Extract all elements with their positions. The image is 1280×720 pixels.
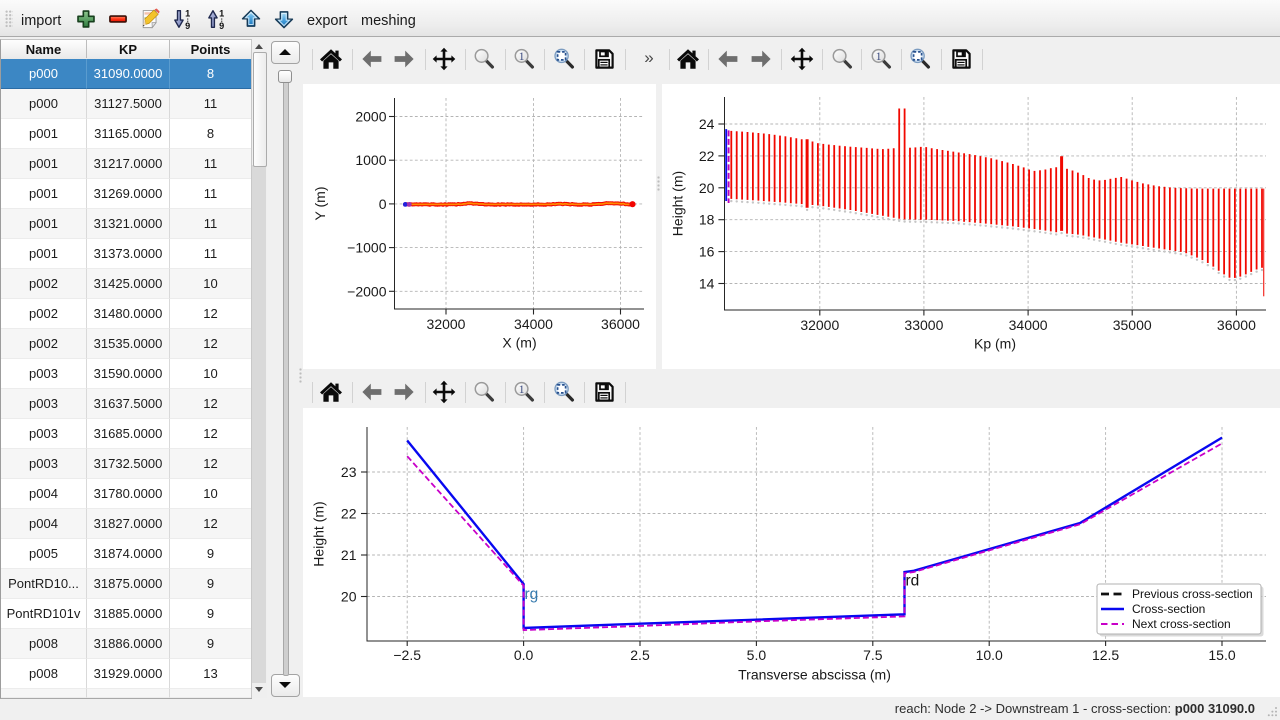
svg-text:32000: 32000 xyxy=(800,317,839,333)
svg-text:Y (m): Y (m) xyxy=(312,187,328,221)
svg-text:Kp (m): Kp (m) xyxy=(974,336,1016,352)
svg-text:35000: 35000 xyxy=(1113,317,1152,333)
svg-text:Height (m): Height (m) xyxy=(670,171,686,236)
svg-text:22: 22 xyxy=(699,148,715,164)
svg-text:Transverse abscissa (m): Transverse abscissa (m) xyxy=(738,667,891,683)
svg-text:33000: 33000 xyxy=(904,317,943,333)
svg-text:22: 22 xyxy=(341,506,357,522)
svg-text:Cross-section: Cross-section xyxy=(1132,602,1205,616)
svg-text:10.0: 10.0 xyxy=(976,647,1003,663)
svg-text:−2.5: −2.5 xyxy=(393,647,421,663)
svg-text:14: 14 xyxy=(699,276,715,292)
svg-text:rd: rd xyxy=(906,573,920,590)
svg-text:12.5: 12.5 xyxy=(1092,647,1119,663)
svg-text:18: 18 xyxy=(699,212,715,228)
svg-text:0.0: 0.0 xyxy=(514,647,534,663)
svg-text:0: 0 xyxy=(379,196,387,212)
svg-text:16: 16 xyxy=(699,244,715,260)
svg-text:32000: 32000 xyxy=(427,316,466,332)
svg-text:−2000: −2000 xyxy=(347,283,387,299)
svg-text:7.5: 7.5 xyxy=(863,647,883,663)
svg-text:20: 20 xyxy=(341,589,357,605)
svg-text:34000: 34000 xyxy=(514,316,553,332)
svg-text:−1000: −1000 xyxy=(347,240,387,256)
svg-text:5.0: 5.0 xyxy=(747,647,767,663)
svg-text:1000: 1000 xyxy=(355,152,386,168)
svg-text:Height (m): Height (m) xyxy=(311,501,327,566)
svg-text:2.5: 2.5 xyxy=(630,647,650,663)
svg-text:Next cross-section: Next cross-section xyxy=(1132,617,1231,631)
svg-text:X (m): X (m) xyxy=(502,335,536,351)
svg-text:36000: 36000 xyxy=(1217,317,1256,333)
svg-text:24: 24 xyxy=(699,116,715,132)
svg-text:2000: 2000 xyxy=(355,109,386,125)
svg-text:21: 21 xyxy=(341,547,357,563)
svg-text:20: 20 xyxy=(699,180,715,196)
svg-text:15.0: 15.0 xyxy=(1208,647,1235,663)
svg-text:rg: rg xyxy=(525,586,539,603)
svg-text:36000: 36000 xyxy=(601,316,640,332)
svg-text:23: 23 xyxy=(341,464,357,480)
svg-text:Previous cross-section: Previous cross-section xyxy=(1132,587,1253,601)
svg-text:34000: 34000 xyxy=(1009,317,1048,333)
